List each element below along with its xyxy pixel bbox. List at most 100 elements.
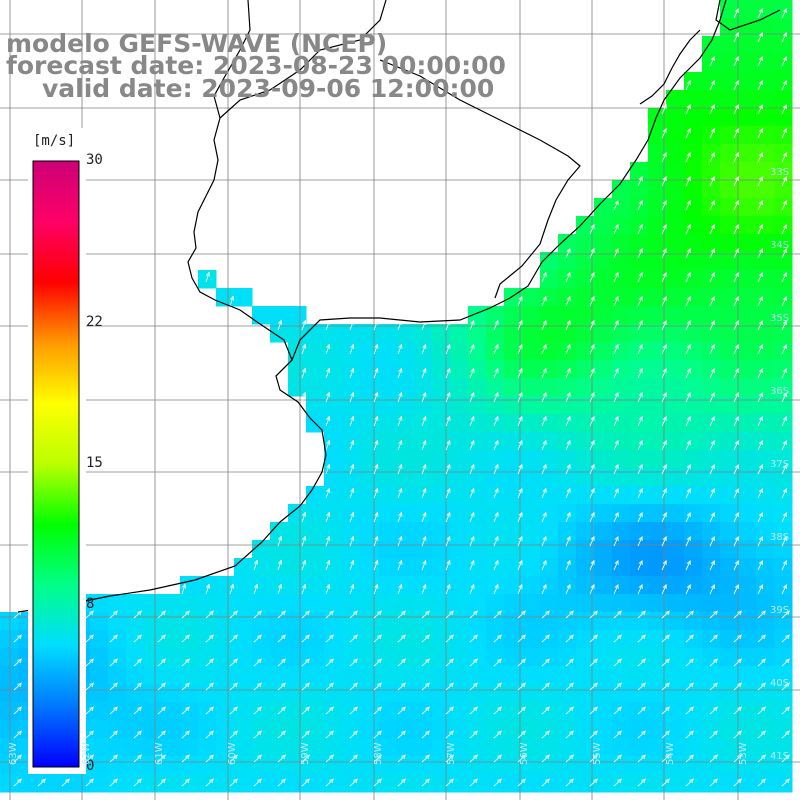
wind-speed-cell (360, 486, 379, 505)
wind-speed-cell (720, 522, 739, 541)
wind-arrow (517, 706, 527, 715)
wind-speed-cell (558, 324, 577, 343)
wind-speed-cell (720, 18, 739, 37)
wind-arrow (397, 535, 403, 547)
wind-arrow (181, 658, 191, 667)
wind-speed-cell (432, 450, 451, 469)
wind-arrow (397, 511, 403, 523)
wind-speed-cell (684, 216, 703, 235)
wind-arrow (541, 634, 551, 643)
wind-arrow (133, 778, 143, 787)
wind-arrow (757, 778, 767, 787)
wind-arrow (709, 152, 715, 163)
wind-arrow (613, 247, 619, 259)
wind-speed-cell (396, 324, 415, 343)
wind-arrow (445, 778, 455, 787)
wind-speed-cell (666, 144, 685, 163)
wind-speed-cell (558, 666, 577, 685)
wind-speed-cell (288, 378, 307, 397)
wind-speed-cell (702, 90, 721, 109)
wind-arrow (781, 200, 787, 211)
wind-arrow (733, 368, 739, 379)
wind-arrow (685, 658, 695, 667)
wind-arrow (277, 658, 287, 667)
wind-speed-cell (378, 576, 397, 595)
wind-arrow (637, 295, 643, 307)
wind-arrow (781, 440, 787, 451)
wind-speed-cell (774, 468, 793, 487)
wind-speed-cell (450, 504, 469, 523)
latitude-label: 39S (770, 605, 790, 616)
wind-speed-cell (360, 684, 379, 703)
wind-speed-cell (702, 630, 721, 649)
wind-arrow (637, 199, 643, 211)
wind-arrow (373, 463, 379, 475)
wind-arrow (517, 367, 523, 379)
wind-speed-cell (126, 774, 145, 793)
wind-speed-cell (702, 468, 721, 487)
wind-speed-cell (450, 684, 469, 703)
wind-speed-cell (522, 576, 541, 595)
wind-arrow (613, 583, 619, 595)
wind-speed-cell (612, 684, 631, 703)
wind-speed-cell (558, 252, 577, 271)
wind-speed-cell (594, 234, 613, 253)
wind-speed-cell (378, 684, 397, 703)
wind-arrow (325, 778, 335, 787)
wind-speed-cell (558, 630, 577, 649)
wind-speed-cell (774, 144, 793, 163)
wind-arrow (781, 152, 787, 163)
wind-arrow (757, 104, 763, 115)
wind-arrow (781, 610, 791, 619)
wind-speed-cell (558, 396, 577, 415)
wind-speed-cell (756, 306, 775, 325)
wind-speed-cell (684, 324, 703, 343)
wind-arrow (757, 634, 767, 643)
wind-arrow (253, 706, 263, 715)
wind-speed-cell (414, 774, 433, 793)
wind-speed-cell (558, 288, 577, 307)
wind-arrow (37, 778, 47, 787)
wind-arrow (613, 658, 623, 667)
wind-speed-cell (378, 450, 397, 469)
wind-speed-cell (306, 684, 325, 703)
wind-speed-cell (756, 396, 775, 415)
wind-speed-cell (720, 720, 739, 739)
wind-speed-cell (666, 234, 685, 253)
wind-speed-cell (342, 774, 361, 793)
wind-speed-cell (738, 234, 757, 253)
wind-arrow (565, 439, 571, 451)
wind-speed-cell (198, 702, 217, 721)
wind-speed-cell (216, 702, 235, 721)
wind-arrow (421, 610, 431, 619)
wind-speed-cell (612, 702, 631, 721)
wind-speed-cell (414, 450, 433, 469)
wind-arrow (229, 583, 235, 595)
wind-speed-cell (486, 684, 505, 703)
wind-speed-cell (504, 306, 523, 325)
wind-speed-cell (342, 378, 361, 397)
wind-speed-cell (144, 594, 163, 613)
wind-arrow (709, 416, 715, 427)
wind-arrow (421, 367, 427, 379)
wind-speed-cell (738, 36, 757, 55)
wind-arrow (541, 391, 547, 403)
wind-speed-cell (756, 126, 775, 145)
wind-arrow (781, 658, 791, 667)
wind-arrow (637, 583, 643, 595)
wind-arrow (733, 248, 739, 259)
wind-speed-cell (666, 522, 685, 541)
wind-arrow (373, 319, 379, 331)
wind-arrow (85, 754, 95, 763)
wind-arrow (253, 610, 263, 619)
wind-speed-cell (90, 648, 109, 667)
wind-speed-cell (756, 450, 775, 469)
wind-speed-cell (450, 378, 469, 397)
wind-arrow (397, 730, 407, 739)
wind-speed-cell (270, 702, 289, 721)
wind-arrow (469, 463, 475, 475)
wind-arrow (541, 706, 551, 715)
wind-arrow (61, 778, 71, 787)
wind-arrow (757, 416, 763, 427)
wind-arrow (541, 463, 547, 475)
